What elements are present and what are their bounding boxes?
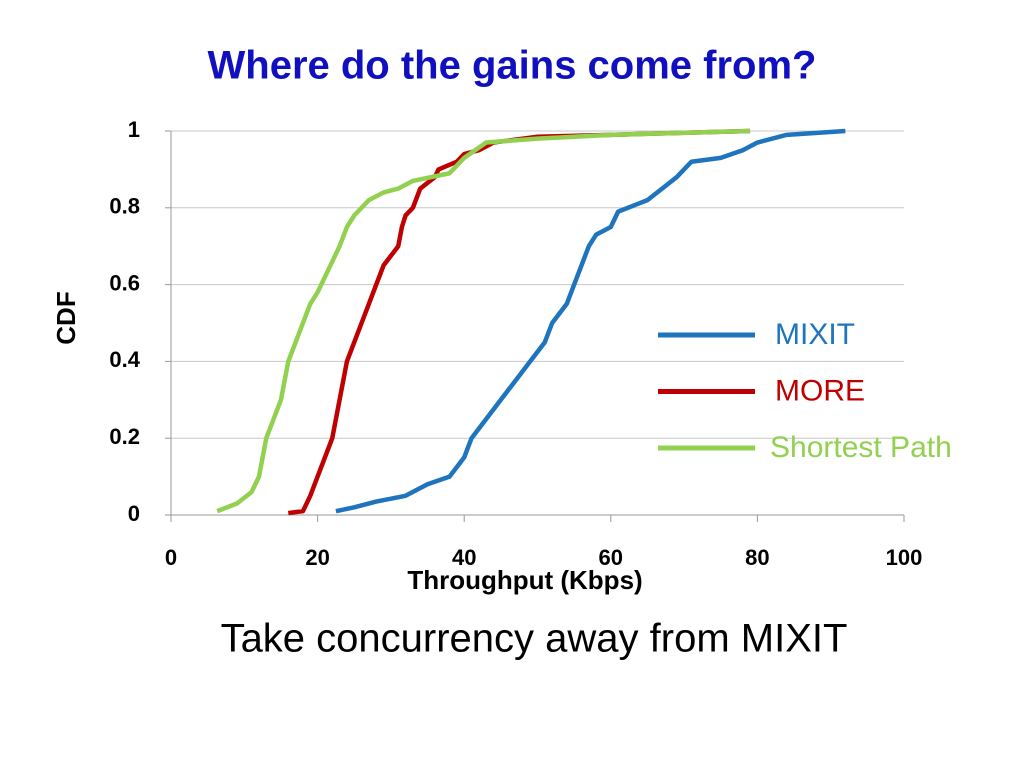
x-axis-title: Throughput (Kbps) <box>407 565 642 595</box>
slide-title: Where do the gains come from? <box>208 44 817 88</box>
legend-label: MORE <box>775 374 865 407</box>
y-tick-label: 1 <box>128 117 140 142</box>
y-tick-label: 0.4 <box>109 347 140 372</box>
x-tick-label: 0 <box>165 545 177 570</box>
y-tick-label: 0 <box>128 501 140 526</box>
x-tick-label: 40 <box>452 545 476 570</box>
x-tick-label: 80 <box>745 545 769 570</box>
caption: Take concurrency away from MIXIT <box>221 617 848 661</box>
y-axis-title: CDF <box>51 291 81 344</box>
series-line <box>335 128 846 514</box>
y-tick-label: 0.6 <box>109 270 140 295</box>
x-tick-label: 60 <box>599 545 623 570</box>
series-line <box>287 128 751 516</box>
legend-label: Shortest Path <box>770 431 952 464</box>
legend-label: MIXIT <box>775 318 855 351</box>
series-line <box>216 128 751 514</box>
x-tick-label: 20 <box>305 545 329 570</box>
y-tick-label: 0.2 <box>109 424 140 449</box>
x-tick-label: 100 <box>886 545 923 570</box>
y-tick-label: 0.8 <box>109 194 140 219</box>
